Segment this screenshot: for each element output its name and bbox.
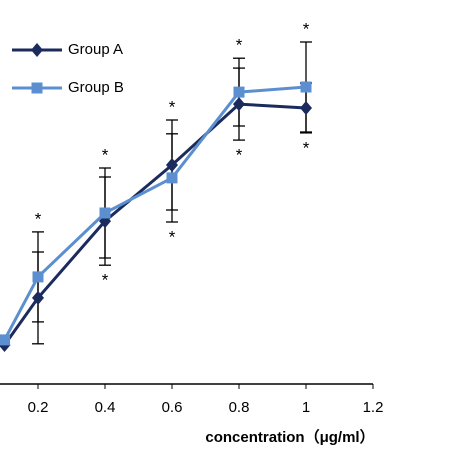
x-tick-label: 0.4 [95,399,116,416]
significance-mark: * [236,146,243,165]
significance-mark: * [236,36,243,55]
x-tick-label: 0.2 [28,399,49,416]
significance-mark: * [303,19,310,38]
significance-mark: * [102,271,109,290]
marker [0,334,11,346]
x-tick-label: 0.8 [229,399,250,416]
legend-label: Group A [68,41,123,58]
marker [233,97,245,112]
x-tick-label: 0.6 [162,399,183,416]
x-axis-label: concentration（μg/ml） [205,428,374,446]
marker [300,81,312,93]
marker [166,172,178,184]
marker [32,290,44,305]
series-line [3,102,307,346]
marker [32,271,44,283]
significance-mark: * [102,145,109,164]
significance-mark: * [35,209,42,228]
x-tick-label: 1.2 [363,399,384,416]
marker [300,101,312,115]
legend-label: Group B [68,79,124,96]
series-line [3,85,307,341]
significance-mark: * [169,97,176,116]
legend-marker [31,82,43,94]
significance-mark: * [303,138,310,157]
marker [166,158,178,172]
x-tick-label: 1 [302,399,310,416]
marker [99,207,111,219]
marker [233,86,245,98]
significance-mark: * [169,227,176,246]
legend-marker [31,43,43,57]
